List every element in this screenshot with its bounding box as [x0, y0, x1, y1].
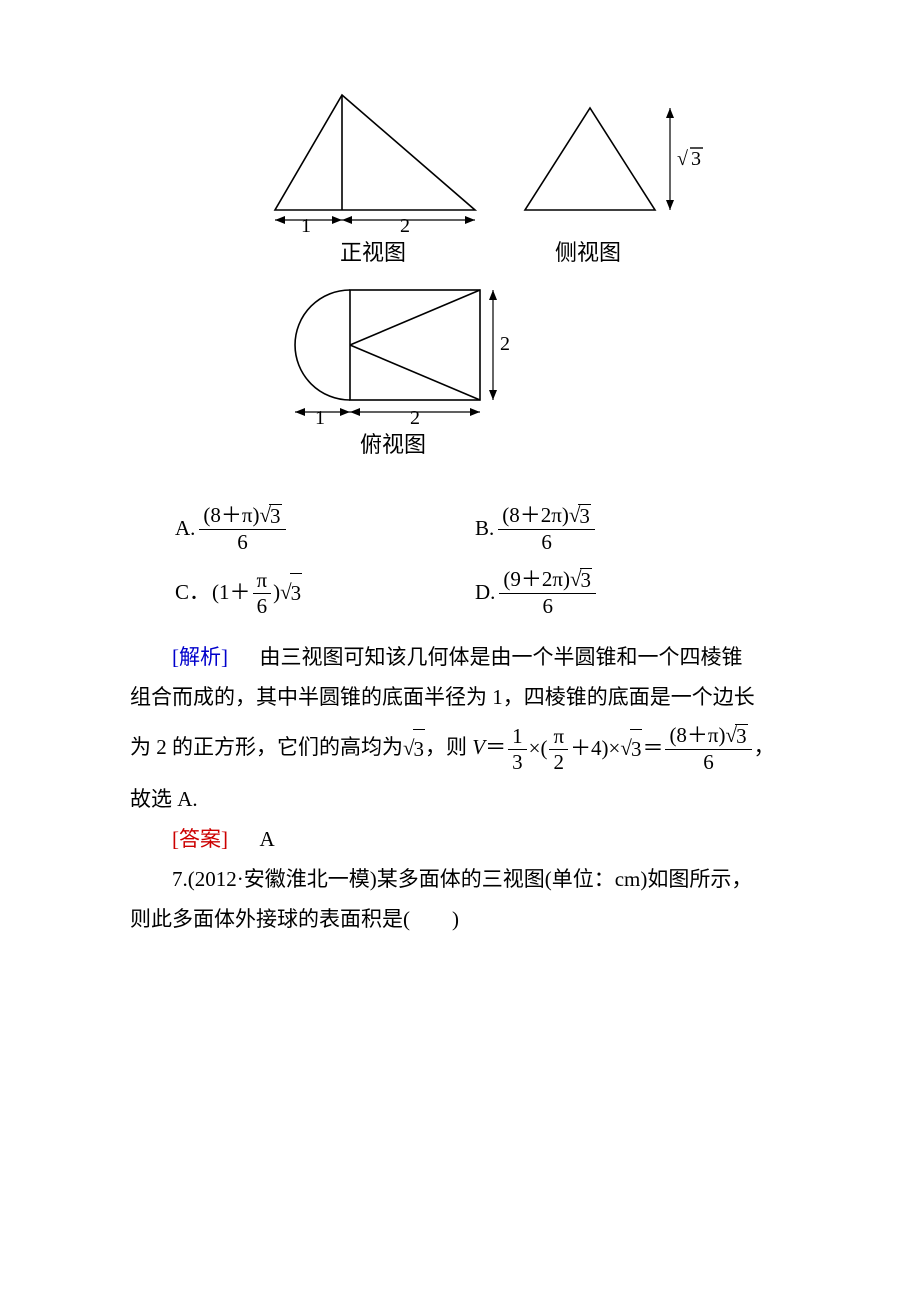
front-view-group: 1 2 正视图 — [275, 95, 475, 265]
answer-line: [答案] A — [130, 820, 820, 860]
top-right-seg: 2 — [410, 407, 420, 429]
top-left-seg: 1 — [315, 407, 325, 429]
choice-a-letter: A. — [175, 509, 195, 549]
side-view-group: √ 3 侧视图 — [525, 108, 703, 265]
front-right-seg: 2 — [400, 215, 410, 237]
analysis-label: [解析] — [172, 645, 228, 669]
problem-7-source: (2012·安徽淮北一模) — [188, 867, 377, 891]
choice-a: A. (8＋π)√3 6 — [175, 504, 475, 554]
side-height: 3 — [691, 148, 701, 170]
problem-7-line-1: 7.(2012·安徽淮北一模)某多面体的三视图(单位：cm)如图所示， — [130, 860, 820, 900]
top-label: 俯视图 — [360, 432, 426, 457]
front-label: 正视图 — [340, 240, 406, 265]
choice-d: D. (9＋2π)√3 6 — [475, 568, 775, 618]
problem-7-number: 7. — [172, 867, 188, 891]
analysis-line-1: [解析] 由三视图可知该几何体是由一个半圆锥和一个四棱锥 — [130, 638, 820, 678]
problem-7-line-2: 则此多面体外接球的表面积是( ) — [130, 900, 820, 940]
three-views-diagram: 1 2 正视图 √ 3 侧视图 — [130, 80, 820, 474]
three-views-svg: 1 2 正视图 √ 3 侧视图 — [245, 80, 705, 460]
choice-b-letter: B. — [475, 509, 494, 549]
analysis-line-2: 组合而成的，其中半圆锥的底面半径为 1，四棱锥的底面是一个边长 — [130, 678, 820, 718]
analysis-line-3: 为 2 的正方形，它们的高均为√3，则 V＝13×(π2＋4)×√3＝(8＋π)… — [130, 724, 820, 774]
analysis-line-4: 故选 A. — [130, 780, 820, 820]
choice-c: C． (1＋ π 6 ) √3 — [175, 568, 475, 618]
choice-d-letter: D. — [475, 573, 495, 613]
side-sqrt-sym: √ — [677, 148, 688, 170]
answer-label: [答案] — [172, 827, 228, 851]
top-view-group: 1 2 2 俯视图 — [295, 290, 510, 457]
choice-b: B. (8＋2π)√3 6 — [475, 504, 775, 554]
answer-value: A — [260, 827, 275, 851]
choices-block: A. (8＋π)√3 6 B. (8＋2π)√3 6 C． (1＋ π — [130, 504, 820, 618]
front-left-seg: 1 — [301, 215, 311, 237]
choice-c-letter: C． — [175, 573, 210, 613]
side-label: 侧视图 — [555, 240, 621, 265]
top-height: 2 — [500, 333, 510, 355]
